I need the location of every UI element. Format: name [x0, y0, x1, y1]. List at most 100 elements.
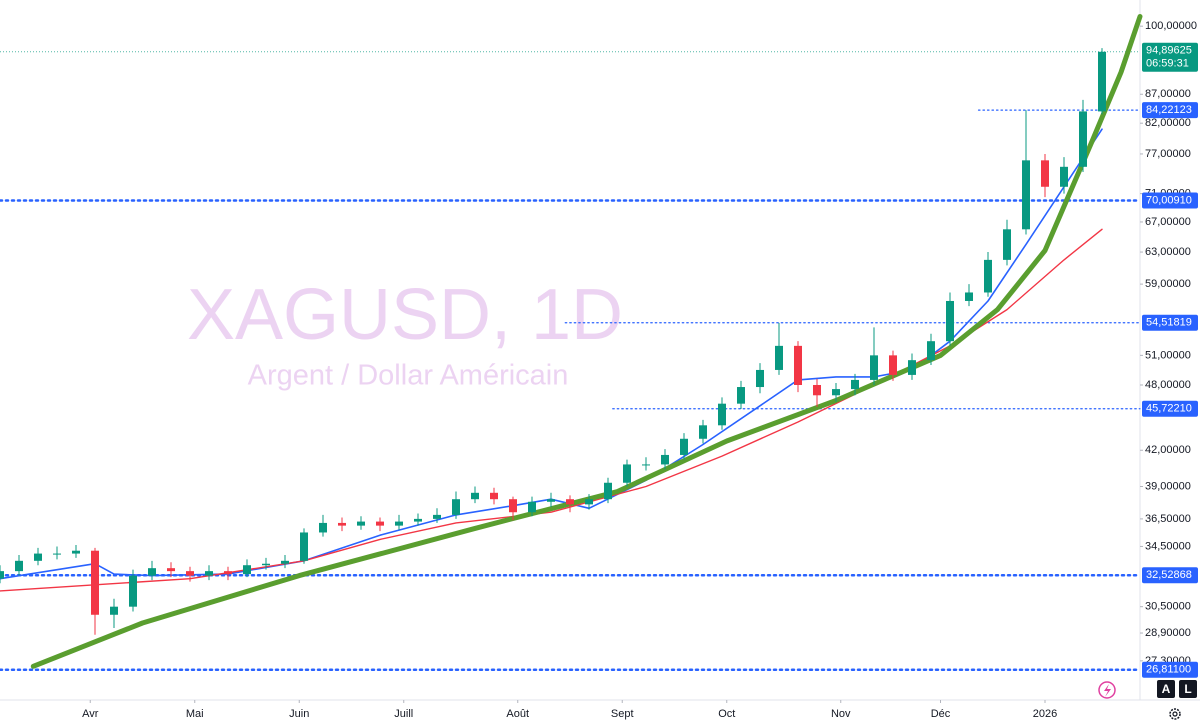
- x-tick-label: Juill: [394, 708, 413, 720]
- y-tick-label: 67,00000: [1145, 216, 1191, 228]
- candle-body: [813, 384, 821, 396]
- candle-body: [224, 571, 232, 575]
- log-scale-button[interactable]: L: [1179, 680, 1197, 698]
- auto-scale-label[interactable]: A: [1162, 682, 1171, 696]
- y-tick-label: 36,50000: [1145, 513, 1191, 525]
- y-tick-label: 48,00000: [1145, 379, 1191, 391]
- watermark-title: XAGUSD, 1D: [187, 275, 623, 355]
- level-label-box: [1142, 400, 1198, 417]
- candle-body: [585, 499, 593, 505]
- candle-body: [34, 553, 42, 561]
- candle-body: [148, 568, 156, 576]
- candle-body: [965, 292, 973, 301]
- candle-body: [243, 565, 251, 575]
- candle-body: [186, 571, 194, 576]
- candle-body: [338, 522, 346, 526]
- candle-body: [984, 259, 992, 293]
- y-tick-label: 59,00000: [1145, 278, 1191, 290]
- candle-body: [281, 560, 289, 564]
- candle-body: [870, 355, 878, 380]
- candle-body: [15, 560, 23, 572]
- last-price-box: [1142, 42, 1198, 72]
- candle-body: [319, 522, 327, 533]
- level-label: 45,72210: [1146, 403, 1192, 415]
- candle-body: [357, 521, 365, 526]
- candle-body: [167, 568, 175, 572]
- candle-body: [908, 360, 916, 375]
- y-tick-label: 77,00000: [1145, 148, 1191, 160]
- candle-body: [737, 387, 745, 404]
- y-tick-label: 34,50000: [1145, 540, 1191, 552]
- lightning-icon[interactable]: [1098, 681, 1116, 699]
- x-tick-label: Juin: [289, 708, 309, 720]
- candle-body: [1022, 160, 1030, 230]
- candle-body: [851, 379, 859, 390]
- candle-body: [794, 345, 802, 385]
- auto-scale-button[interactable]: A: [1157, 680, 1175, 698]
- candle-body: [262, 563, 270, 566]
- candle-body: [889, 355, 897, 375]
- level-label: 54,51819: [1146, 317, 1192, 329]
- candle-body: [566, 499, 574, 505]
- candle-body: [775, 345, 783, 370]
- candle-body: [395, 521, 403, 526]
- log-scale-label[interactable]: L: [1184, 682, 1191, 696]
- candle-body: [509, 499, 517, 513]
- candle-body: [1079, 111, 1087, 167]
- candle-body: [1003, 229, 1011, 260]
- candle-body: [756, 369, 764, 388]
- candle-body: [927, 341, 935, 361]
- x-tick-label: Mai: [186, 708, 204, 720]
- y-tick-label: 39,00000: [1145, 480, 1191, 492]
- candle-body: [72, 550, 80, 554]
- candle-body: [1098, 51, 1106, 112]
- candle-body: [1041, 160, 1049, 187]
- candle-body: [699, 425, 707, 439]
- y-tick-label: 42,00000: [1145, 444, 1191, 456]
- y-tick-label: 51,00000: [1145, 349, 1191, 361]
- candle-body: [661, 454, 669, 465]
- level-label-box: [1142, 192, 1198, 209]
- level-label: 26,81100: [1146, 664, 1191, 676]
- level-label: 32,52868: [1146, 569, 1192, 581]
- x-tick-label: Août: [506, 708, 529, 720]
- x-tick-label: 2026: [1033, 708, 1057, 720]
- level-label: 84,22123: [1146, 104, 1192, 116]
- axis-area: 100,0000087,0000082,0000077,0000071,0000…: [82, 20, 1198, 720]
- candle-body: [680, 438, 688, 455]
- candle-body: [376, 521, 384, 526]
- level-label-box: [1142, 567, 1198, 584]
- x-tick-label: Avr: [82, 708, 99, 720]
- candle-body: [832, 389, 840, 396]
- countdown-label: 06:59:31: [1146, 58, 1189, 70]
- candle-body: [129, 575, 137, 607]
- candle-body: [623, 464, 631, 483]
- candle-body: [110, 606, 118, 615]
- level-label-box: [1142, 102, 1198, 119]
- candle-body: [946, 300, 954, 342]
- y-tick-label: 87,00000: [1145, 88, 1191, 100]
- y-tick-label: 63,00000: [1145, 246, 1191, 258]
- candle-body: [528, 501, 536, 513]
- last-price-label: 94,89625: [1146, 45, 1192, 57]
- y-tick-label: 100,00000: [1145, 20, 1197, 32]
- candle-body: [0, 571, 4, 579]
- x-tick-label: Déc: [931, 708, 951, 720]
- watermark-subtitle: Argent / Dollar Américain: [248, 360, 569, 392]
- indicator-line: [0, 228, 1103, 592]
- candle-body: [471, 492, 479, 500]
- settings-icon[interactable]: [1169, 708, 1181, 720]
- level-label-box: [1142, 314, 1198, 331]
- candle-body: [718, 403, 726, 426]
- candle-body: [1060, 166, 1068, 187]
- candle-body: [91, 550, 99, 615]
- y-tick-label: 28,90000: [1145, 627, 1191, 639]
- y-tick-label: 30,50000: [1145, 601, 1191, 613]
- plot-area: [0, 14, 1143, 671]
- candle-body: [642, 464, 650, 466]
- level-label: 70,00910: [1146, 194, 1192, 206]
- candle-body: [433, 514, 441, 519]
- candle-body: [452, 499, 460, 515]
